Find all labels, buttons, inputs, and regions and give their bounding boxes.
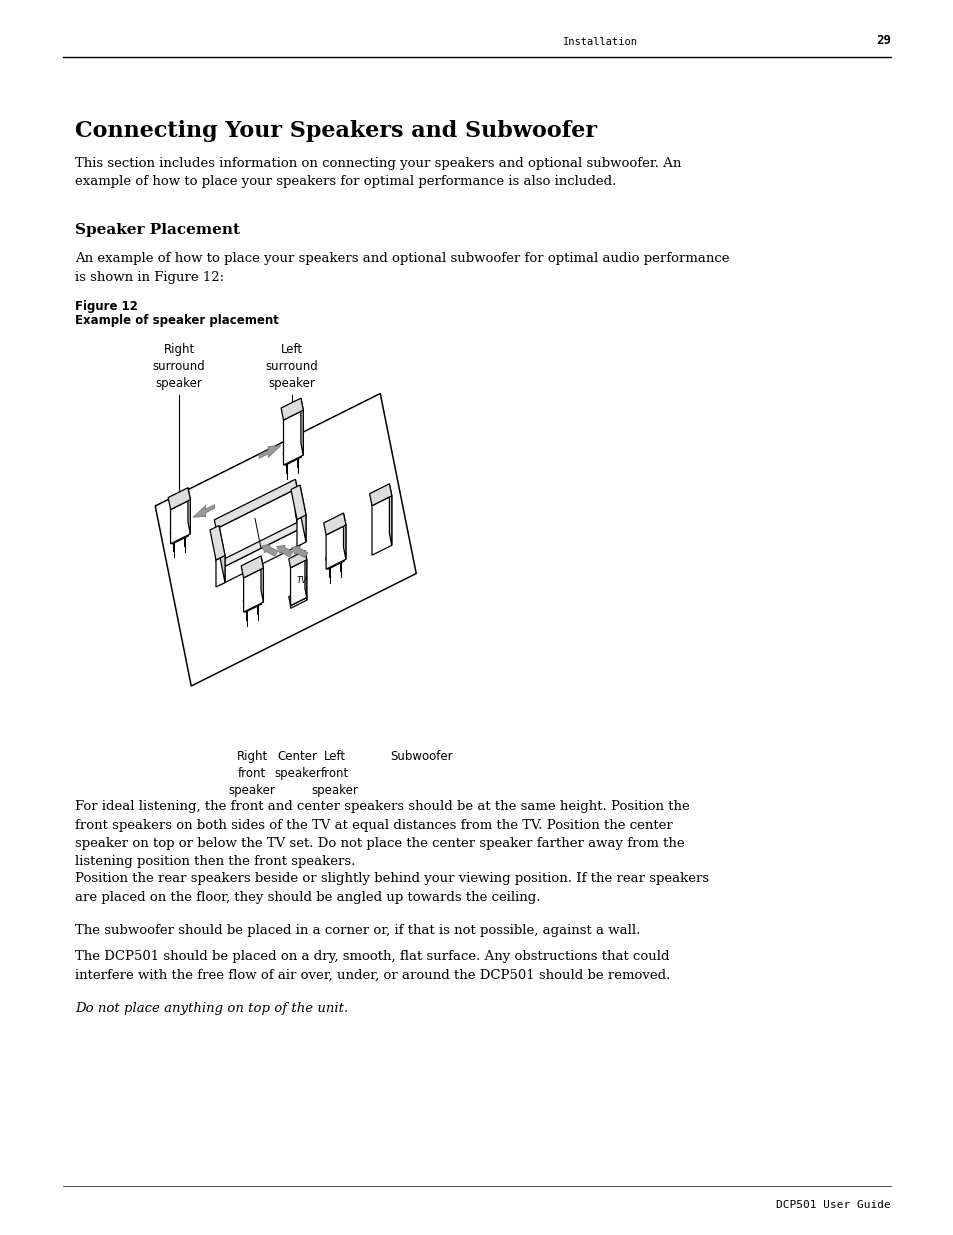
Text: The DCP501 should be placed on a dry, smooth, flat surface. Any obstructions tha: The DCP501 should be placed on a dry, sm… bbox=[75, 950, 670, 982]
Polygon shape bbox=[155, 394, 416, 685]
Polygon shape bbox=[261, 545, 277, 556]
Polygon shape bbox=[299, 485, 306, 542]
Text: Right
surround
speaker: Right surround speaker bbox=[152, 343, 206, 390]
Polygon shape bbox=[283, 446, 301, 463]
Polygon shape bbox=[285, 454, 301, 466]
Polygon shape bbox=[220, 529, 301, 584]
Polygon shape bbox=[326, 525, 346, 569]
Polygon shape bbox=[291, 559, 307, 605]
Text: Position the rear speakers beside or slightly behind your viewing position. If t: Position the rear speakers beside or sli… bbox=[75, 872, 708, 904]
Polygon shape bbox=[289, 551, 307, 568]
Polygon shape bbox=[193, 505, 214, 517]
Polygon shape bbox=[186, 525, 188, 536]
Polygon shape bbox=[305, 589, 307, 600]
Polygon shape bbox=[289, 589, 307, 605]
Polygon shape bbox=[243, 593, 261, 610]
Text: Speaker Placement: Speaker Placement bbox=[75, 224, 240, 237]
Text: Figure 12: Figure 12 bbox=[75, 300, 138, 312]
Polygon shape bbox=[215, 556, 225, 587]
Polygon shape bbox=[210, 526, 225, 559]
Polygon shape bbox=[241, 556, 263, 578]
Polygon shape bbox=[214, 479, 296, 529]
Text: Installation: Installation bbox=[562, 37, 637, 47]
Polygon shape bbox=[245, 601, 261, 613]
Text: This section includes information on connecting your speakers and optional subwo: This section includes information on con… bbox=[75, 157, 680, 189]
Text: For ideal listening, the front and center speakers should be at the same height.: For ideal listening, the front and cente… bbox=[75, 800, 689, 868]
Polygon shape bbox=[259, 446, 280, 458]
Polygon shape bbox=[326, 550, 343, 567]
Polygon shape bbox=[216, 488, 296, 563]
Text: Left
surround
speaker: Left surround speaker bbox=[266, 343, 318, 390]
Polygon shape bbox=[299, 446, 301, 457]
Polygon shape bbox=[261, 556, 263, 603]
Polygon shape bbox=[276, 546, 293, 557]
Polygon shape bbox=[292, 546, 308, 558]
Text: Left
front
speaker: Left front speaker bbox=[311, 750, 358, 797]
Text: Right
front
speaker: Right front speaker bbox=[229, 750, 275, 797]
Polygon shape bbox=[296, 515, 306, 547]
Text: 29: 29 bbox=[875, 35, 890, 47]
Text: An example of how to place your speakers and optional subwoofer for optimal audi: An example of how to place your speakers… bbox=[75, 252, 729, 284]
Polygon shape bbox=[214, 498, 301, 568]
Polygon shape bbox=[259, 593, 261, 604]
Text: Connecting Your Speakers and Subwoofer: Connecting Your Speakers and Subwoofer bbox=[75, 120, 597, 142]
Polygon shape bbox=[372, 495, 392, 556]
Text: The subwoofer should be placed in a corner or, if that is not possible, against : The subwoofer should be placed in a corn… bbox=[75, 924, 639, 937]
Polygon shape bbox=[170, 525, 188, 541]
Text: TV: TV bbox=[296, 576, 308, 584]
Polygon shape bbox=[341, 550, 343, 562]
Polygon shape bbox=[168, 488, 191, 510]
Polygon shape bbox=[281, 398, 303, 420]
Polygon shape bbox=[188, 488, 191, 534]
Polygon shape bbox=[343, 513, 346, 559]
Text: DCP501 User Guide: DCP501 User Guide bbox=[776, 1200, 890, 1210]
Polygon shape bbox=[291, 485, 306, 520]
Polygon shape bbox=[295, 479, 296, 522]
Polygon shape bbox=[295, 498, 301, 545]
Text: Do not place anything on top of the unit.: Do not place anything on top of the unit… bbox=[75, 1002, 348, 1015]
Polygon shape bbox=[243, 568, 263, 613]
Text: Center
speaker: Center speaker bbox=[274, 750, 321, 781]
Polygon shape bbox=[327, 558, 343, 569]
Text: Example of speaker placement: Example of speaker placement bbox=[75, 314, 278, 327]
Polygon shape bbox=[219, 526, 225, 583]
Polygon shape bbox=[369, 484, 392, 505]
Polygon shape bbox=[300, 398, 303, 456]
Polygon shape bbox=[389, 484, 392, 546]
Polygon shape bbox=[171, 500, 191, 543]
Polygon shape bbox=[323, 513, 346, 535]
Polygon shape bbox=[291, 598, 307, 609]
Polygon shape bbox=[172, 534, 188, 545]
Text: Subwoofer: Subwoofer bbox=[391, 750, 453, 763]
Polygon shape bbox=[283, 410, 303, 466]
Polygon shape bbox=[305, 551, 307, 598]
